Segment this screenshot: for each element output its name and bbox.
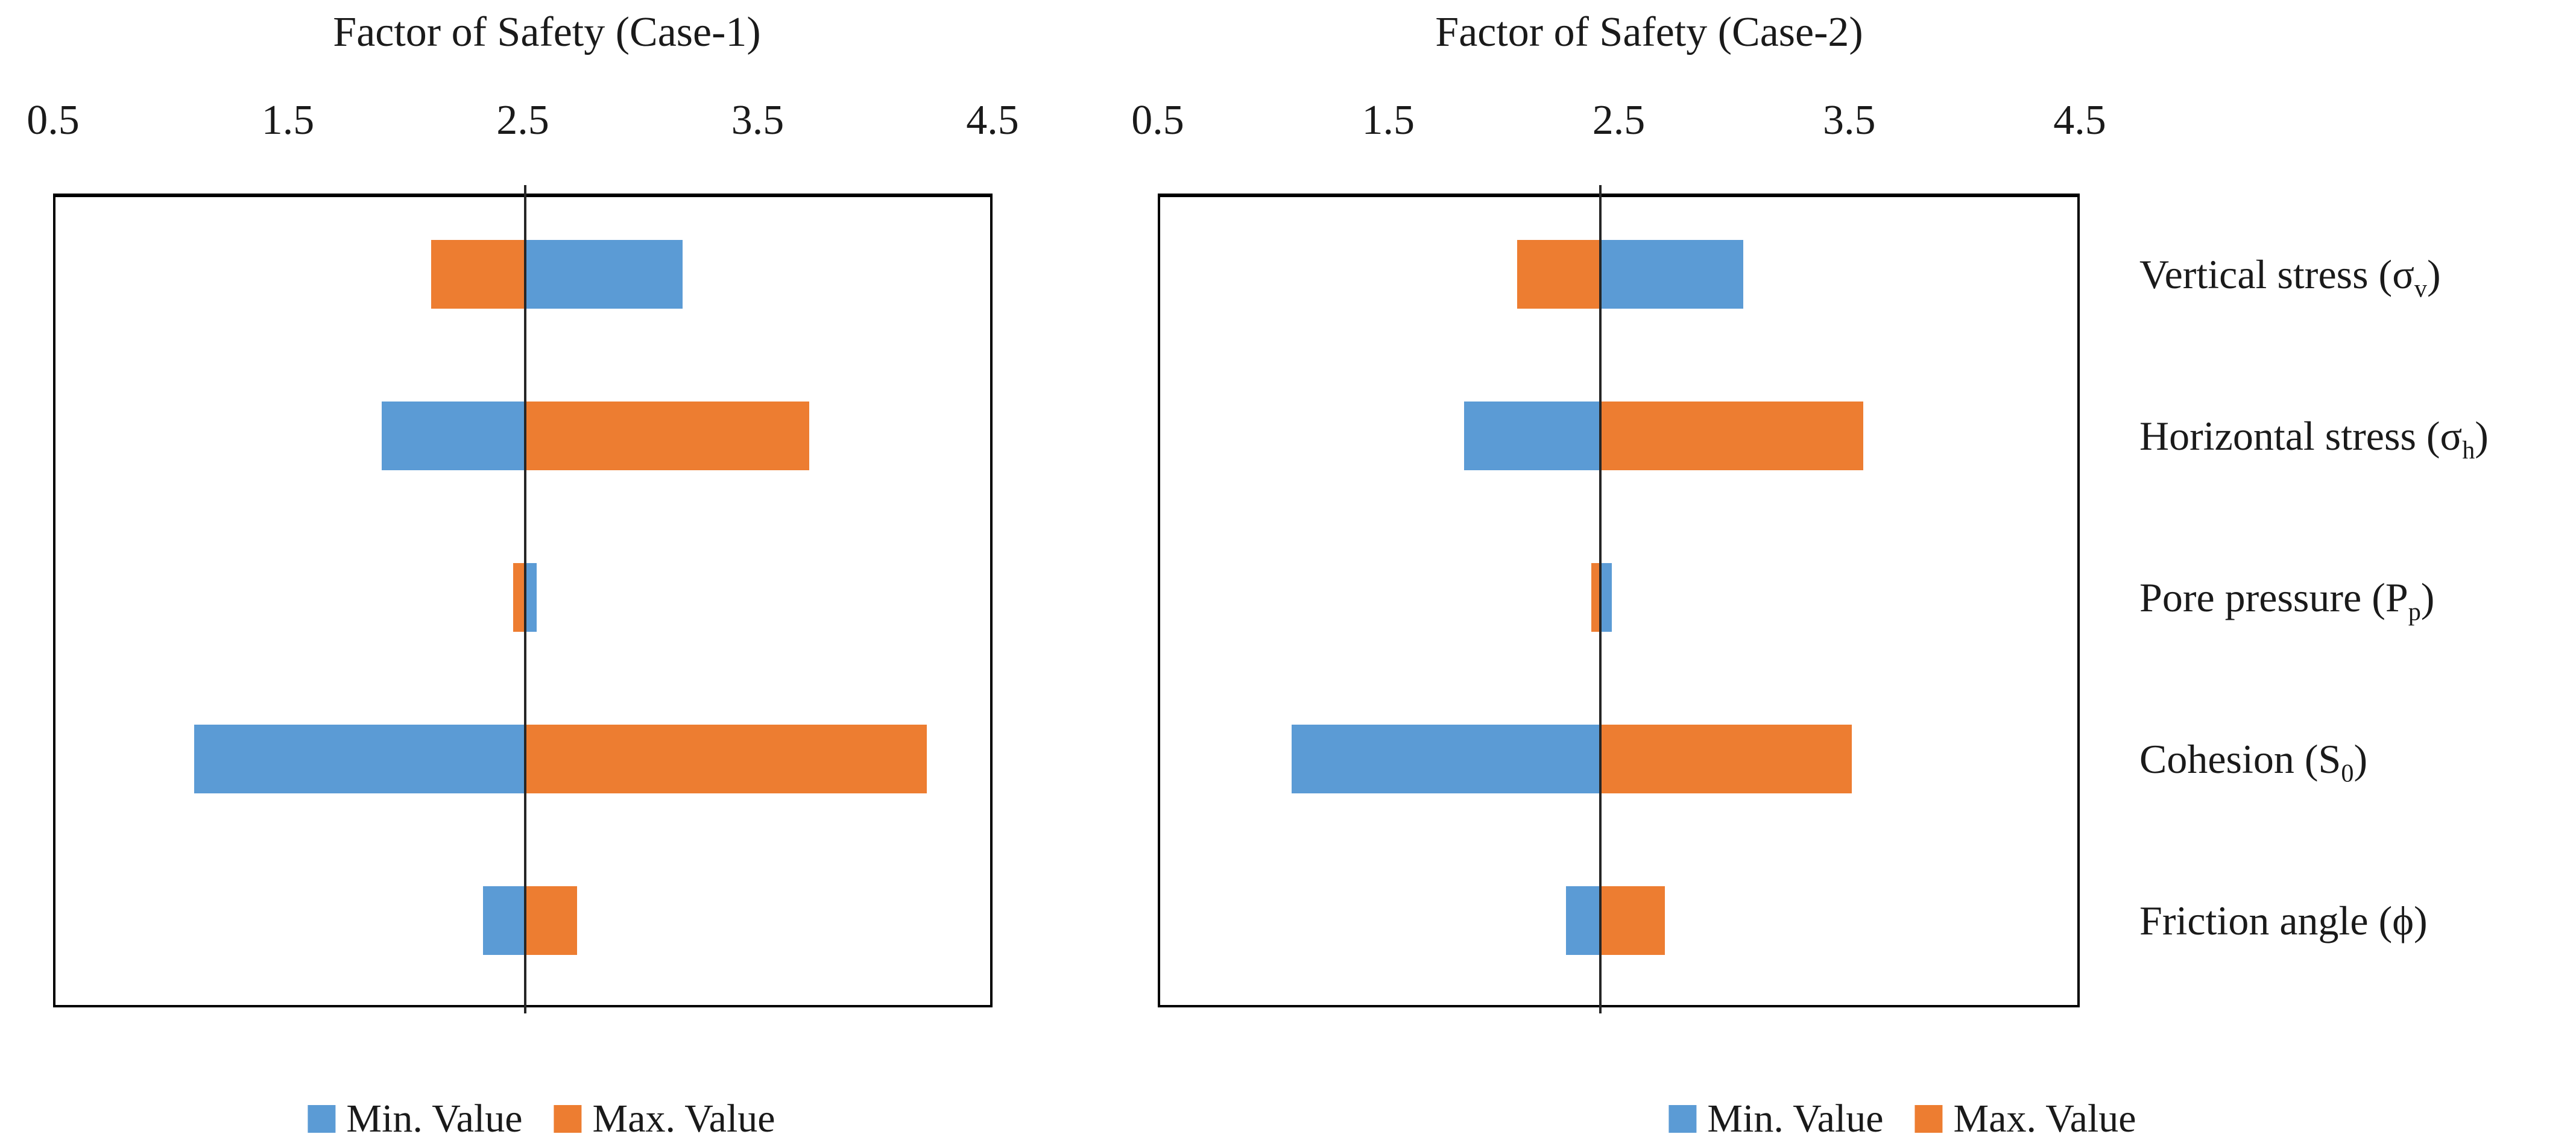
bar-max-value (1591, 563, 1600, 632)
category-label-text: ) (2353, 736, 2368, 782)
legend-label-max: Max. Value (1953, 1097, 2136, 1137)
legend-item-min: Min. Value (1668, 1097, 1884, 1137)
category-label-text: ) (2475, 413, 2489, 459)
category-label-subscript: h (2462, 436, 2475, 465)
category-label-text: ) (2414, 898, 2428, 943)
bar-min-value (525, 240, 683, 309)
max-value-swatch-icon (1915, 1105, 1943, 1133)
category-label: Friction angle (ϕ) (2139, 893, 2428, 948)
category-label-text: Friction angle (ϕ (2139, 898, 2414, 943)
max-value-swatch-icon (554, 1105, 582, 1133)
bar-max-value (1517, 240, 1600, 309)
bar-min-value (382, 402, 525, 470)
legend-case1: Min. Value Max. Value (308, 1098, 775, 1137)
category-label-text: Cohesion (S (2139, 736, 2341, 782)
category-label-subscript: 0 (2341, 759, 2354, 788)
baseline-axis (523, 185, 526, 1013)
category-label: Cohesion (S0) (2139, 731, 2367, 787)
bar-min-value (194, 725, 525, 793)
bar-min-value (1600, 563, 1612, 632)
legend-item-max: Max. Value (554, 1098, 775, 1137)
bar-max-value (1600, 886, 1665, 955)
bar-max-value (513, 563, 525, 632)
x-tick-label: 2.5 (1592, 97, 1646, 143)
legend-item-max: Max. Value (1915, 1098, 2136, 1137)
legend-item-min: Min. Value (308, 1097, 523, 1137)
category-label-text: ) (2420, 575, 2435, 620)
bar-min-value (1565, 886, 1600, 955)
x-tick-label: 3.5 (731, 97, 784, 143)
bar-min-value (1464, 402, 1600, 470)
category-label-subscript: v (2414, 274, 2427, 303)
legend-label-min: Min. Value (346, 1097, 523, 1137)
x-tick-label: 0.5 (27, 97, 80, 143)
legend-label-max: Max. Value (592, 1097, 775, 1137)
category-label-text: Vertical stress (σ (2139, 251, 2414, 297)
bar-min-value (525, 563, 537, 632)
x-tick-label: 3.5 (1823, 97, 1876, 143)
x-tick-label: 1.5 (261, 97, 315, 143)
x-tick-label: 4.5 (966, 97, 1019, 143)
legend-case2: Min. Value Max. Value (1668, 1098, 2136, 1137)
x-tick-label: 2.5 (496, 97, 549, 143)
category-label-subscript: p (2408, 597, 2421, 626)
x-tick-label: 0.5 (1131, 97, 1184, 143)
bar-max-value (1600, 725, 1852, 793)
bar-max-value (525, 402, 810, 470)
bar-max-value (431, 240, 525, 309)
chart-title-case1: Factor of Safety (Case-1) (333, 9, 761, 55)
category-label: Pore pressure (Pp) (2139, 570, 2434, 625)
bar-min-value (482, 886, 525, 955)
bar-max-value (1600, 402, 1863, 470)
plot-area (53, 194, 993, 1007)
category-label-text: ) (2426, 251, 2441, 297)
chart-title-case2: Factor of Safety (Case-2) (1435, 9, 1863, 55)
plot-area (1158, 194, 2080, 1007)
min-value-swatch-icon (1668, 1105, 1697, 1133)
category-label-text: Horizontal stress (σ (2139, 413, 2463, 459)
bar-min-value (1600, 240, 1743, 309)
bar-min-value (1291, 725, 1600, 793)
category-label: Horizontal stress (σh) (2139, 408, 2489, 464)
bar-max-value (525, 725, 927, 793)
x-tick-label: 4.5 (2053, 97, 2106, 143)
legend-label-min: Min. Value (1707, 1097, 1884, 1137)
min-value-swatch-icon (308, 1105, 336, 1133)
bar-max-value (525, 886, 577, 955)
baseline-axis (1599, 185, 1602, 1013)
category-label: Vertical stress (σv) (2139, 247, 2441, 302)
x-tick-label: 1.5 (1362, 97, 1415, 143)
category-label-text: Pore pressure (P (2139, 575, 2408, 620)
